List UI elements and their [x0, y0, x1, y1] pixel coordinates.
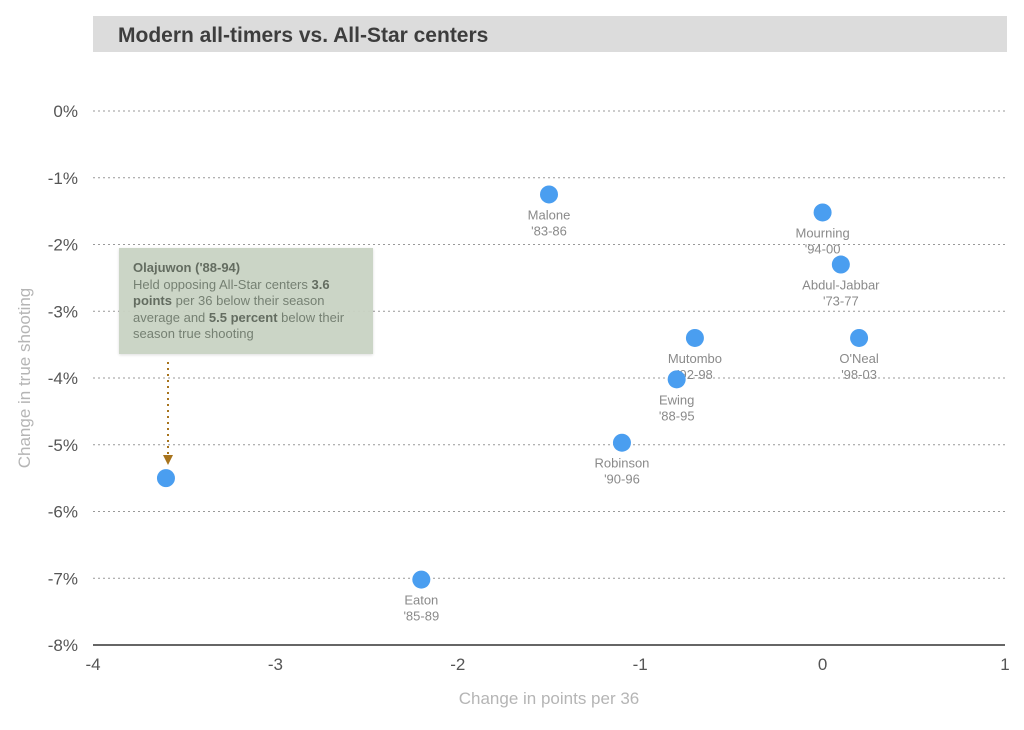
data-point [831, 255, 850, 274]
data-point [850, 328, 869, 347]
point-years-label: '73-77 [823, 294, 859, 309]
point-name-label: Mourning [795, 225, 849, 240]
point-years-label: '83-86 [531, 223, 567, 238]
x-tick-label: 1 [1000, 655, 1009, 674]
y-tick-label: -2% [48, 236, 78, 255]
data-point [612, 433, 631, 452]
chart-title: Modern all-timers vs. All-Star centers [118, 24, 488, 47]
y-tick-label: -4% [48, 369, 78, 388]
annotation-arrowhead [163, 455, 173, 465]
x-axis-ticks: -4 -3 -2 -1 0 1 [85, 655, 1009, 674]
data-point [156, 469, 175, 488]
x-tick-label: -1 [633, 655, 648, 674]
x-tick-label: -4 [85, 655, 100, 674]
y-tick-label: -6% [48, 503, 78, 522]
point-name-label: Abdul-Jabbar [802, 278, 880, 293]
point-years-label: '85-89 [403, 609, 439, 624]
y-tick-label: -1% [48, 169, 78, 188]
y-tick-label: -8% [48, 636, 78, 655]
annotation-text-1: Held opposing All-Star centers [133, 276, 312, 292]
annotation-title: Olajuwon ('88-94) [133, 260, 241, 275]
data-point [667, 370, 686, 389]
data-points: Malone'83-86 Mourning'94-00 Abdul-Jabbar'7… [156, 185, 880, 624]
y-axis-ticks: 0% -1% -2% -3% -4% -5% -6% -7% -8% [48, 102, 78, 655]
annotation-text-3: below their season true shooting [133, 309, 345, 342]
point-name-label: Mutombo [668, 351, 722, 366]
point-name-label: Malone [528, 207, 571, 222]
point-name-label: O'Neal [839, 351, 878, 366]
data-point [813, 203, 832, 222]
y-tick-label: -5% [48, 436, 78, 455]
annotation-text-2: per 36 below their season average and [133, 293, 325, 325]
point-years-label: '90-96 [604, 472, 640, 487]
annotation-bold-1: 3.6 points [133, 276, 330, 309]
annotation-box: Olajuwon ('88-94) Held opposing All-Star… [119, 248, 373, 354]
data-point [685, 328, 704, 347]
y-tick-label: -7% [48, 569, 78, 588]
annotation-bold-2: 5.5 percent [208, 309, 278, 325]
point-name-label: Ewing [659, 392, 694, 407]
point-name-label: Eaton [404, 593, 438, 608]
point-years-label: '88-95 [659, 408, 695, 423]
y-tick-label: -3% [48, 302, 78, 321]
x-tick-label: 0 [818, 655, 827, 674]
y-tick-label: 0% [53, 102, 78, 121]
y-axis-title: Change in true shooting [15, 288, 34, 469]
title-bar [93, 16, 1007, 52]
x-tick-label: -2 [450, 655, 465, 674]
x-tick-label: -3 [268, 655, 283, 674]
point-years-label: '98-03 [841, 367, 877, 382]
point-years-label: '94-00 [805, 241, 841, 256]
data-point [540, 185, 558, 204]
data-point [412, 570, 431, 589]
point-years-label: '92-98 [677, 367, 713, 382]
x-axis-title: Change in points per 36 [459, 689, 640, 708]
point-name-label: Robinson [594, 456, 649, 471]
